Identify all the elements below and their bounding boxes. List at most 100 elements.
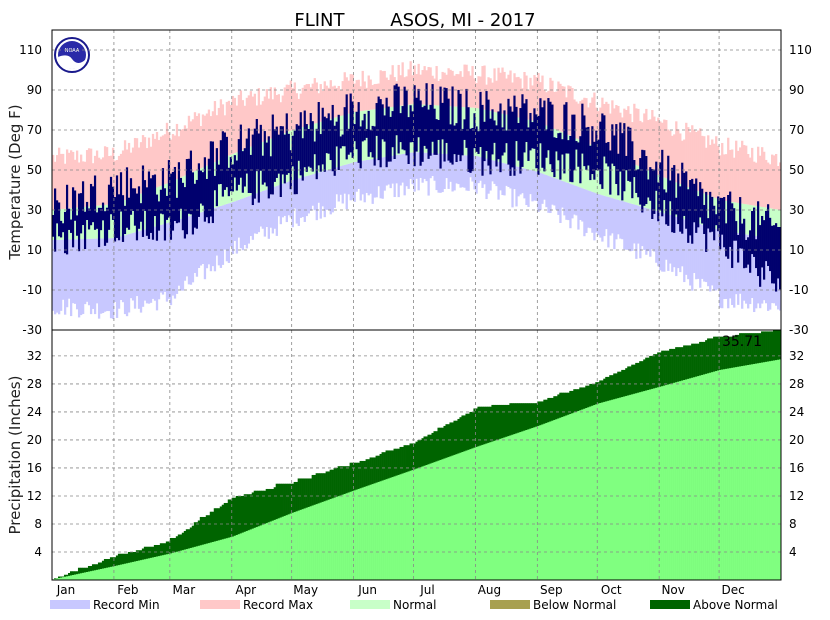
record-min-bar — [355, 161, 358, 192]
observed-temperature-bar — [171, 171, 175, 231]
precip-normal-bar — [497, 439, 500, 580]
precip-normal-bar — [57, 578, 61, 580]
precip-normal-bar — [237, 534, 241, 580]
record-min-bar — [299, 177, 302, 218]
record-max-bar — [683, 139, 686, 186]
observed-temperature-bar — [535, 114, 538, 169]
observed-temperature-bar — [99, 207, 103, 231]
precip-normal-bar — [737, 366, 740, 580]
record-max-bar — [525, 75, 528, 120]
observed-temperature-bar — [671, 167, 674, 233]
record-max-bar — [417, 63, 420, 105]
record-min-bar — [105, 238, 109, 312]
observed-temperature-bar — [383, 115, 386, 142]
axes: Jan Feb Mar Apr May Jun Jul Aug Sep Oct Nov Dec 110 1… — [19, 29, 812, 597]
record-min-bar — [331, 168, 334, 213]
record-max-bar — [517, 76, 520, 118]
record-min-bar — [503, 163, 506, 196]
precip-normal-bar — [445, 457, 448, 580]
precip-normal-bar — [505, 436, 508, 580]
record-max-bar — [591, 97, 594, 146]
record-max-bar — [765, 159, 768, 208]
precip-normal-bar — [229, 537, 233, 580]
observed-temperature-bar — [353, 124, 356, 142]
record-min-bar — [669, 215, 672, 264]
precip-normal-bar — [671, 383, 674, 580]
precip-normal-bar — [291, 512, 294, 580]
record-max-bar — [101, 157, 105, 206]
record-max-bar — [569, 86, 572, 136]
record-max-bar — [737, 150, 740, 203]
observed-temperature-bar — [567, 140, 570, 154]
observed-temperature-bar — [335, 121, 338, 147]
record-min-bar — [701, 224, 704, 279]
record-max-bar — [495, 80, 498, 113]
record-max-bar — [173, 135, 177, 181]
normal-band-bar — [777, 209, 780, 240]
record-min-bar — [263, 190, 267, 237]
observed-temperature-bar — [431, 84, 434, 142]
record-min-bar — [221, 205, 225, 265]
observed-temperature-bar — [267, 136, 270, 199]
record-max-bar — [239, 90, 243, 151]
precip-normal-bar — [283, 515, 286, 580]
precip-normal-bar — [517, 432, 520, 580]
record-max-bar — [285, 84, 288, 133]
record-max-bar — [767, 162, 770, 208]
precip-normal-bar — [121, 564, 125, 580]
record-max-bar — [193, 112, 197, 172]
observed-temperature-bar — [493, 120, 496, 143]
record-max-bar — [287, 84, 290, 132]
record-min-bar — [113, 238, 117, 302]
observed-temperature-bar — [77, 193, 81, 252]
record-min-bar — [675, 216, 678, 277]
precip-normal-bar — [745, 365, 748, 580]
precip-tick-right: 28 — [789, 377, 804, 391]
record-min-bar — [535, 171, 538, 201]
precip-normal-bar — [241, 532, 245, 580]
record-min-bar — [57, 239, 61, 315]
record-min-bar — [609, 197, 612, 236]
observed-temperature-bar — [131, 188, 135, 211]
observed-temperature-bar — [749, 230, 752, 273]
observed-temperature-bar — [483, 121, 486, 162]
observed-temperature-bar — [95, 212, 99, 229]
precip-normal-bar — [593, 405, 596, 580]
precip-normal-bar — [379, 481, 382, 580]
record-max-bar — [291, 88, 294, 130]
precip-normal-bar — [705, 373, 708, 580]
record-min-bar — [605, 196, 608, 230]
observed-temperature-bar — [253, 128, 256, 199]
observed-temperature-bar — [701, 188, 704, 224]
observed-temperature-bar — [75, 215, 79, 236]
record-max-bar — [127, 142, 131, 199]
observed-temperature-bar — [571, 114, 574, 183]
precip-normal-bar — [601, 402, 604, 580]
record-min-bar — [693, 222, 696, 274]
observed-temperature-bar — [153, 174, 157, 217]
precip-normal-bar — [603, 401, 606, 580]
normal-band-bar — [587, 143, 590, 191]
observed-temperature-bar — [295, 124, 298, 195]
precip-normal-bar — [493, 440, 496, 580]
observed-temperature-bar — [693, 183, 696, 223]
record-max-bar — [657, 117, 660, 176]
precip-normal-bar — [357, 488, 360, 580]
observed-temperature-bar — [107, 184, 111, 230]
record-min-bar — [297, 178, 300, 226]
observed-temperature-bar — [211, 141, 214, 224]
observed-temperature-bar — [387, 106, 390, 162]
temp-tick-right: 30 — [789, 203, 804, 217]
precip-normal-bar — [587, 407, 590, 580]
record-min-bar — [601, 195, 604, 242]
record-min-bar — [455, 154, 458, 184]
precip-normal-bar — [73, 574, 77, 580]
record-max-bar — [305, 84, 308, 126]
record-min-bar — [597, 194, 600, 236]
record-min-bar — [647, 208, 650, 252]
observed-temperature-bar — [245, 138, 248, 174]
temp-tick-left: 50 — [27, 163, 42, 177]
record-min-bar — [111, 238, 115, 319]
observed-temperature-bar — [615, 124, 618, 185]
precip-tick-left: 28 — [27, 377, 42, 391]
